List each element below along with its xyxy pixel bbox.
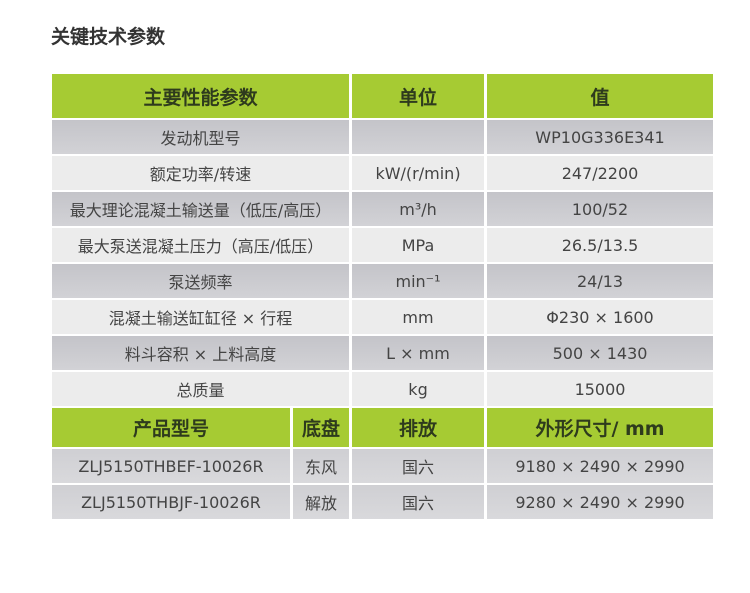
param-value: 15000 [487, 372, 714, 406]
param-unit: MPa [352, 228, 485, 262]
product-row: ZLJ5150THBJF-10026R 解放 国六 9280 × 2490 × … [52, 485, 714, 519]
param-name: 泵送频率 [52, 264, 350, 298]
param-value: WP10G336E341 [487, 120, 714, 154]
param-name: 最大理论混凝土输送量（低压/高压） [52, 192, 350, 226]
param-name: 总质量 [52, 372, 350, 406]
table-row: 泵送频率 min⁻¹ 24/13 [52, 264, 714, 298]
param-unit: kg [352, 372, 485, 406]
param-name: 最大泵送混凝土压力（高压/低压） [52, 228, 350, 262]
param-unit: m³/h [352, 192, 485, 226]
header-chassis: 底盘 [293, 408, 350, 447]
param-name: 额定功率/转速 [52, 156, 350, 190]
param-unit: mm [352, 300, 485, 334]
param-unit [352, 120, 485, 154]
param-value: 100/52 [487, 192, 714, 226]
table-header: 主要性能参数 单位 值 [52, 74, 714, 118]
header-dims: 外形尺寸/ mm [487, 408, 714, 447]
spec-table: 主要性能参数 单位 值 发动机型号 WP10G336E341 额定功率/转速 kW… [49, 72, 716, 521]
header-unit: 单位 [352, 74, 485, 118]
header-param: 主要性能参数 [52, 74, 350, 118]
product-model: ZLJ5150THBJF-10026R [52, 485, 290, 519]
param-value: 500 × 1430 [487, 336, 714, 370]
product-emission: 国六 [352, 485, 485, 519]
table-row: 总质量 kg 15000 [52, 372, 714, 406]
param-unit: L × mm [352, 336, 485, 370]
param-name: 料斗容积 × 上料高度 [52, 336, 350, 370]
header-value: 值 [487, 74, 714, 118]
param-value: 26.5/13.5 [487, 228, 714, 262]
section-title: 关键技术参数 [51, 26, 166, 48]
param-unit: kW/(r/min) [352, 156, 485, 190]
product-chassis: 东风 [293, 449, 350, 483]
table-row: 混凝土输送缸缸径 × 行程 mm Φ230 × 1600 [52, 300, 714, 334]
product-dims: 9280 × 2490 × 2990 [487, 485, 714, 519]
product-header: 产品型号 底盘 排放 外形尺寸/ mm [52, 408, 714, 447]
table-row: 最大理论混凝土输送量（低压/高压） m³/h 100/52 [52, 192, 714, 226]
param-unit: min⁻¹ [352, 264, 485, 298]
table-row: 发动机型号 WP10G336E341 [52, 120, 714, 154]
product-row: ZLJ5150THBEF-10026R 东风 国六 9180 × 2490 × … [52, 449, 714, 483]
header-model: 产品型号 [52, 408, 290, 447]
param-value: 24/13 [487, 264, 714, 298]
table-row: 料斗容积 × 上料高度 L × mm 500 × 1430 [52, 336, 714, 370]
param-value: Φ230 × 1600 [487, 300, 714, 334]
table-row: 额定功率/转速 kW/(r/min) 247/2200 [52, 156, 714, 190]
table-row: 最大泵送混凝土压力（高压/低压） MPa 26.5/13.5 [52, 228, 714, 262]
header-emission: 排放 [352, 408, 485, 447]
product-model: ZLJ5150THBEF-10026R [52, 449, 290, 483]
product-emission: 国六 [352, 449, 485, 483]
product-dims: 9180 × 2490 × 2990 [487, 449, 714, 483]
product-chassis: 解放 [293, 485, 350, 519]
param-name: 发动机型号 [52, 120, 350, 154]
param-name: 混凝土输送缸缸径 × 行程 [52, 300, 350, 334]
param-value: 247/2200 [487, 156, 714, 190]
